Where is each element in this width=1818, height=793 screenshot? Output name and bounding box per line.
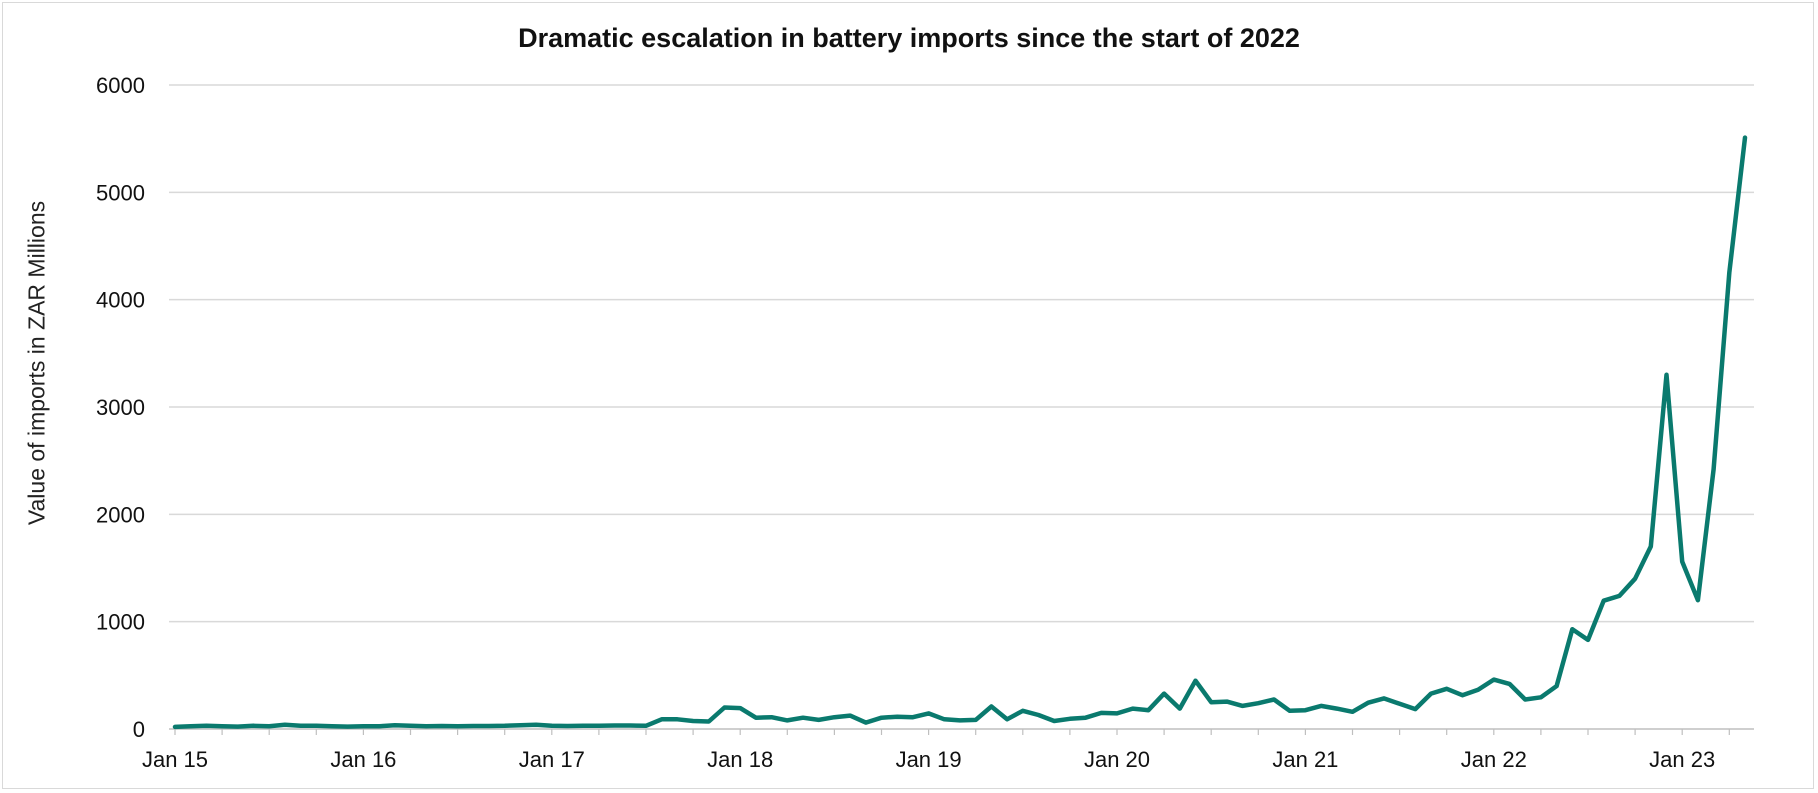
series-layer xyxy=(172,135,1748,730)
x-axis xyxy=(169,728,1754,735)
y-tick-label: 1000 xyxy=(96,610,145,635)
y-tick-label: 3000 xyxy=(96,395,145,420)
chart-title: Dramatic escalation in battery imports s… xyxy=(518,23,1300,53)
x-tick-label: Jan 15 xyxy=(142,747,208,772)
y-tick-label: 4000 xyxy=(96,288,145,313)
grid-lines xyxy=(169,84,1754,623)
x-tick-label: Jan 22 xyxy=(1461,747,1527,772)
y-tick-labels: 0 1000 2000 3000 4000 5000 6000 xyxy=(96,73,145,742)
x-tick-label: Jan 20 xyxy=(1084,747,1150,772)
y-tick-label: 2000 xyxy=(96,502,145,527)
y-tick-label: 0 xyxy=(133,717,145,742)
x-tick-label: Jan 16 xyxy=(330,747,396,772)
x-tick-label: Jan 23 xyxy=(1649,747,1715,772)
x-tick-label: Jan 21 xyxy=(1272,747,1338,772)
x-tick-label: Jan 18 xyxy=(707,747,773,772)
y-tick-label: 6000 xyxy=(96,73,145,98)
series-line xyxy=(172,135,1748,730)
x-tick-labels: Jan 15 Jan 16 Jan 17 Jan 18 Jan 19 Jan 20 Jan … xyxy=(142,747,1715,772)
y-tick-label: 5000 xyxy=(96,180,145,205)
x-tick-label: Jan 19 xyxy=(896,747,962,772)
x-tick-label: Jan 17 xyxy=(519,747,585,772)
